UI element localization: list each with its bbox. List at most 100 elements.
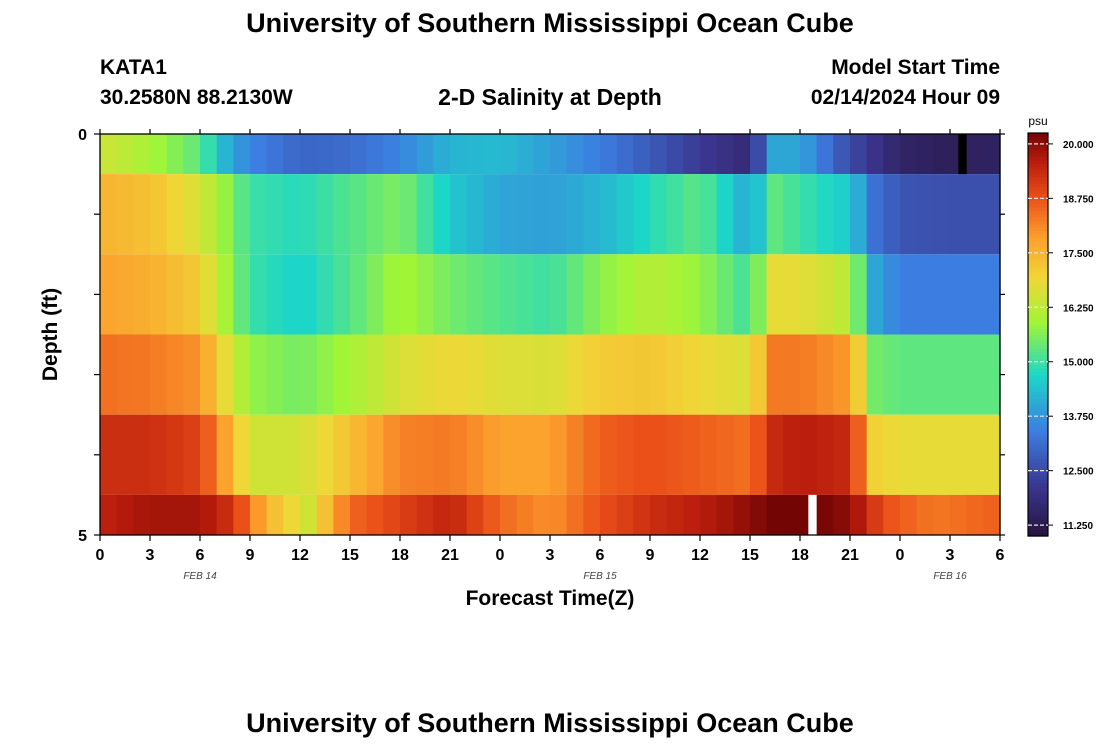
colorbar-segment: [1028, 277, 1048, 282]
heatmap-cell: [600, 134, 618, 175]
y-axis-label: Depth (ft): [39, 288, 62, 381]
heatmap-cell: [916, 254, 934, 335]
heatmap-cell: [766, 254, 784, 335]
heatmap-cell: [416, 134, 434, 175]
heatmap-cell: [433, 174, 451, 255]
heatmap-cell: [500, 134, 518, 175]
heatmap-cell: [316, 254, 334, 335]
colorbar-segment: [1028, 401, 1048, 406]
heatmap-cell: [600, 494, 618, 535]
heatmap-cell: [300, 134, 318, 175]
colorbar-segment: [1028, 247, 1048, 252]
heatmap-cell: [416, 254, 434, 335]
heatmap-cell: [866, 174, 884, 255]
heatmap-cell: [966, 494, 984, 535]
heatmap-cell: [683, 174, 701, 255]
heatmap-cell: [250, 494, 268, 535]
heatmap-cell: [700, 414, 718, 495]
heatmap-cell: [200, 254, 218, 335]
colorbar-segment: [1028, 415, 1048, 420]
colorbar-segment: [1028, 435, 1048, 440]
heatmap-cell: [966, 134, 984, 175]
colorbar-segment: [1028, 156, 1048, 161]
colorbar-segment: [1028, 297, 1048, 302]
heatmap-cell: [916, 494, 934, 535]
heatmap-cell: [583, 254, 601, 335]
heatmap-cell: [816, 134, 834, 175]
heatmap-cell: [666, 134, 684, 175]
heatmap-cell: [466, 334, 484, 415]
heatmap-cell: [150, 414, 168, 495]
heatmap-cell: [883, 134, 901, 175]
colorbar-segment: [1028, 310, 1048, 315]
heatmap-cell: [933, 334, 951, 415]
colorbar-segment: [1028, 190, 1048, 195]
heatmap-cell: [733, 414, 751, 495]
footer-title: University of Southern Mississippi Ocean…: [246, 708, 854, 738]
heatmap-cell: [866, 334, 884, 415]
heatmap-cell: [466, 174, 484, 255]
x-tick-label: 18: [791, 547, 809, 564]
heatmap-cell: [583, 134, 601, 175]
heatmap-cell: [500, 494, 518, 535]
heatmap-cell: [566, 254, 584, 335]
heatmap-gap: [958, 134, 967, 175]
heatmap-cell: [166, 334, 184, 415]
colorbar-segment: [1028, 421, 1048, 426]
heatmap-cell: [783, 334, 801, 415]
heatmap-cell: [733, 494, 751, 535]
heatmap-cell: [866, 494, 884, 535]
heatmap-cell: [783, 174, 801, 255]
heatmap-cell: [916, 414, 934, 495]
heatmap-cell: [216, 414, 234, 495]
heatmap-cell: [333, 174, 351, 255]
colorbar-segment: [1028, 364, 1048, 369]
heatmap-cell: [650, 254, 668, 335]
heatmap-cell: [966, 254, 984, 335]
heatmap-cell: [183, 414, 201, 495]
heatmap-cell: [250, 414, 268, 495]
heatmap-gap: [808, 494, 817, 535]
heatmap-cell: [483, 334, 501, 415]
colorbar-segment: [1028, 263, 1048, 268]
colorbar-segment: [1028, 257, 1048, 262]
colorbar-segment: [1028, 166, 1048, 171]
colorbar-segment: [1028, 455, 1048, 460]
heatmap-cell: [900, 134, 918, 175]
heatmap-cell: [283, 134, 301, 175]
heatmap-cell: [433, 494, 451, 535]
heatmap-cell: [666, 414, 684, 495]
heatmap-cell: [450, 174, 468, 255]
heatmap-cell: [516, 174, 534, 255]
heatmap-cell: [266, 174, 284, 255]
colorbar-tick-label: 11.250: [1063, 521, 1093, 532]
heatmap-cell: [733, 134, 751, 175]
heatmap-cell: [216, 134, 234, 175]
heatmap-cell: [716, 254, 734, 335]
heatmap-cell: [616, 254, 634, 335]
heatmap-cell: [700, 254, 718, 335]
heatmap-cell: [266, 334, 284, 415]
heatmap-cell: [916, 174, 934, 255]
colorbar-segment: [1028, 227, 1048, 231]
heatmap-cell: [516, 254, 534, 335]
heatmap-cell: [666, 254, 684, 335]
colorbar-segment: [1028, 509, 1048, 514]
heatmap-cell: [550, 254, 568, 335]
heatmap-cell: [183, 494, 201, 535]
colorbar-segment: [1028, 153, 1048, 158]
colorbar-segment: [1028, 344, 1048, 349]
heatmap-cell: [983, 414, 1001, 495]
colorbar-tick-label: 18.750: [1063, 194, 1094, 205]
heatmap-cell: [683, 334, 701, 415]
heatmap-cell: [550, 334, 568, 415]
heatmap-cell: [433, 334, 451, 415]
x-tick-label: 0: [496, 547, 505, 564]
heatmap-cell: [866, 414, 884, 495]
heatmap-cell: [233, 494, 251, 535]
heatmap-cell: [133, 254, 151, 335]
heatmap-cell: [466, 494, 484, 535]
heatmap-cell: [266, 414, 284, 495]
colorbar-segment: [1028, 515, 1048, 520]
colorbar-tick-label: 17.500: [1063, 249, 1094, 260]
